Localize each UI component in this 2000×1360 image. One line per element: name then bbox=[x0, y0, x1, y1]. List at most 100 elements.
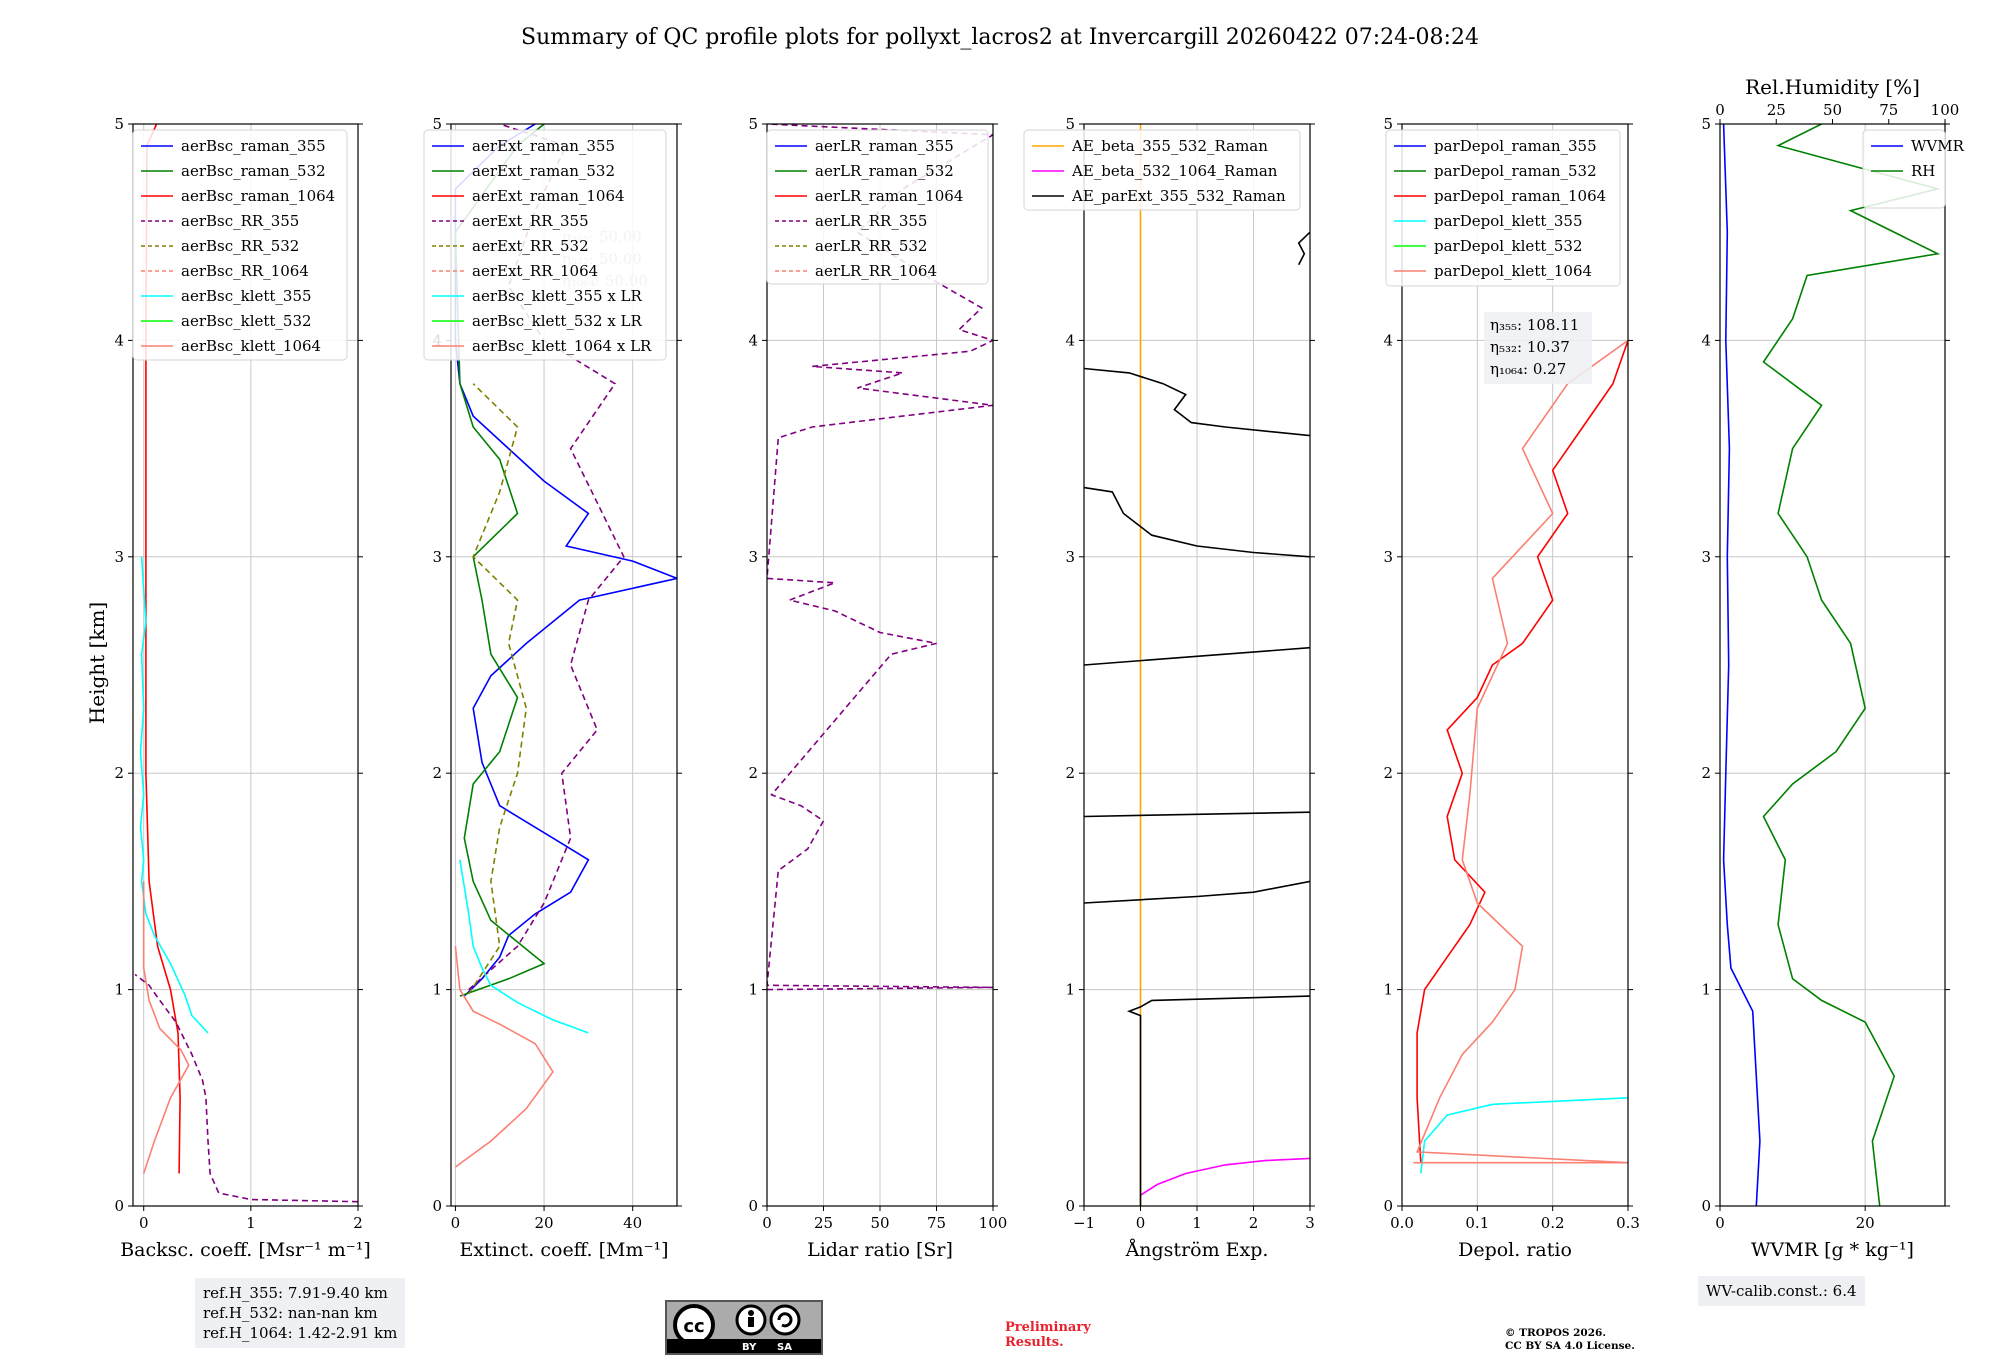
x-tick-label: 100 bbox=[979, 1214, 1008, 1232]
legend-label: RH bbox=[1911, 162, 1935, 180]
legend-label: AE_beta_532_1064_Raman bbox=[1071, 162, 1278, 180]
series-line-aerext-raman-532 bbox=[454, 124, 546, 997]
eta-annotation: η₁₀₆₄: 0.27 bbox=[1490, 360, 1566, 378]
axes-frame bbox=[132, 123, 359, 1207]
legend: aerBsc_raman_355 aerBsc_raman_532 aerBsc_r… bbox=[132, 129, 348, 361]
series-line-aerbsc-klett-1064 bbox=[142, 881, 190, 1174]
legend-box bbox=[132, 129, 348, 361]
y-tick-label: 1 bbox=[1701, 981, 1711, 999]
series-line-ae-parext-segment-4 bbox=[1084, 646, 1310, 666]
x-tick-label: 0 bbox=[451, 1214, 461, 1232]
y-tick-label: 4 bbox=[1065, 331, 1075, 349]
legend-box bbox=[1023, 129, 1301, 211]
legend-label: parDepol_klett_532 bbox=[1434, 237, 1583, 255]
series-line-ae-beta-532-1064-raman bbox=[1140, 1157, 1310, 1196]
series-group bbox=[1413, 339, 1628, 1174]
preliminary-line-1: Preliminary bbox=[1005, 1320, 1091, 1335]
y-tick-label: 0 bbox=[1383, 1197, 1393, 1215]
panel-water_vapor: 0 20 0 1 2 3 4 5 WVMR [g * kg⁻¹] 0 25 50 75 100 Rel.Hu… bbox=[1701, 75, 1964, 1261]
x-tick-label: 0 bbox=[1715, 1214, 1725, 1232]
x-axis-label: Depol. ratio bbox=[1458, 1239, 1572, 1261]
x-tick-label: 50 bbox=[870, 1214, 889, 1232]
y-tick-label: 3 bbox=[1383, 548, 1393, 566]
legend-label: aerLR_RR_532 bbox=[815, 237, 927, 255]
legend-label: aerExt_raman_355 bbox=[472, 137, 615, 155]
series-line-aerlr-rr-355 bbox=[767, 124, 993, 991]
legend-label: parDepol_raman_532 bbox=[1434, 162, 1597, 180]
legend-label: aerExt_RR_532 bbox=[472, 237, 589, 255]
y-axis-label: Height [km] bbox=[85, 602, 109, 724]
x-tick-label: 1 bbox=[246, 1214, 256, 1232]
x-tick-label: 25 bbox=[814, 1214, 833, 1232]
wv-calib-const: WV-calib.const.: 6.4 bbox=[1706, 1282, 1857, 1300]
y-tick-label: 4 bbox=[114, 331, 124, 349]
x-tick-label: 0.0 bbox=[1390, 1214, 1414, 1232]
series-line-ae-parext-355-532-raman bbox=[1126, 995, 1310, 1206]
legend-label: aerLR_RR_1064 bbox=[815, 262, 937, 280]
legend-label: aerBsc_klett_355 bbox=[181, 287, 312, 305]
legend-label: aerBsc_RR_355 bbox=[181, 212, 299, 230]
legend-label: AE_beta_355_532_Raman bbox=[1071, 137, 1268, 155]
svg-text:cc: cc bbox=[683, 1316, 704, 1337]
y-tick-label: 2 bbox=[1701, 764, 1711, 782]
legend-label: aerBsc_klett_1064 bbox=[181, 337, 321, 355]
x2-axis-label: Rel.Humidity [%] bbox=[1745, 75, 1920, 99]
x-axis-label: Extinct. coeff. [Mm⁻¹] bbox=[459, 1239, 668, 1261]
cc-license-badge[interactable]: cc BY SA bbox=[665, 1300, 823, 1355]
x-axis-label: Backsc. coeff. [Msr⁻¹ m⁻¹] bbox=[120, 1239, 371, 1261]
x-tick-label: 20 bbox=[535, 1214, 554, 1232]
panel-backscatter: 0 1 2 0 1 2 3 4 5 Backsc. coeff. [Msr⁻¹ m⁻¹] aerBs… bbox=[114, 115, 370, 1261]
y-tick-label: 5 bbox=[1383, 115, 1393, 133]
ref-h-532: ref.H_532: nan-nan km bbox=[203, 1304, 378, 1322]
series-line-wvmr bbox=[1722, 124, 1761, 1206]
y-tick-label: 2 bbox=[114, 764, 124, 782]
x-tick-label: 0.3 bbox=[1616, 1214, 1640, 1232]
y-tick-label: 3 bbox=[1701, 548, 1711, 566]
series-line-ae-parext-segment-3 bbox=[1084, 811, 1310, 818]
cc-logo-icon: cc bbox=[673, 1304, 801, 1342]
reference-height-note: ref.H_355: 7.91-9.40 km ref.H_532: nan-n… bbox=[195, 1278, 406, 1348]
legend-box bbox=[1385, 129, 1621, 287]
x-tick-label: 0 bbox=[762, 1214, 772, 1232]
copyright-line-1: © TROPOS 2026. bbox=[1505, 1327, 1607, 1339]
series-line-rh bbox=[1762, 124, 1941, 1206]
y-tick-label: 4 bbox=[748, 331, 758, 349]
y-tick-label: 5 bbox=[1065, 115, 1075, 133]
x-axis-label: WVMR [g * kg⁻¹] bbox=[1751, 1239, 1914, 1261]
x-tick-label: 3 bbox=[1305, 1214, 1315, 1232]
legend-label: aerBsc_RR_532 bbox=[181, 237, 299, 255]
annotation-box bbox=[1484, 312, 1592, 384]
y-tick-label: 4 bbox=[1383, 331, 1393, 349]
panel-extinction: 02040012345Extinct. coeff. [Mm⁻¹]η₃₅₅: 5… bbox=[423, 115, 682, 1261]
series-line-pardepol-klett-1064 bbox=[1413, 339, 1628, 1164]
y-tick-label: 2 bbox=[1383, 764, 1393, 782]
legend-label: aerExt_RR_355 bbox=[472, 212, 589, 230]
series-line-ae-parext-segment-6 bbox=[1084, 367, 1310, 437]
series-line-ae-parext-segment-7 bbox=[1297, 231, 1310, 266]
x-tick-label: 20 bbox=[1856, 1214, 1875, 1232]
series-line-aerbsc-klett-1064-x-lr bbox=[454, 946, 554, 1168]
y-tick-label: 0 bbox=[1701, 1197, 1711, 1215]
legend-label: AE_parExt_355_532_Raman bbox=[1071, 187, 1286, 205]
x-tick-label: 75 bbox=[927, 1214, 946, 1232]
series-line-pardepol-raman-1064 bbox=[1416, 340, 1628, 1163]
series-group bbox=[1084, 124, 1310, 1206]
x-tick-label: 0 bbox=[1136, 1214, 1146, 1232]
legend: aerExt_raman_355 aerExt_raman_532 aerExt_r… bbox=[423, 129, 667, 361]
x2-tick-label: 25 bbox=[1767, 101, 1786, 119]
ref-h-1064: ref.H_1064: 1.42-2.91 km bbox=[203, 1324, 398, 1342]
legend-label: parDepol_klett_355 bbox=[1434, 212, 1583, 230]
x2-tick-label: 0 bbox=[1715, 101, 1725, 119]
x-tick-label: 2 bbox=[353, 1214, 363, 1232]
legend-label: aerBsc_raman_355 bbox=[181, 137, 326, 155]
legend-label: aerLR_raman_1064 bbox=[815, 187, 963, 205]
x-tick-label: 40 bbox=[623, 1214, 642, 1232]
legend-label: aerExt_RR_1064 bbox=[472, 262, 598, 280]
y-tick-label: 0 bbox=[432, 1197, 442, 1215]
legend-box bbox=[1862, 129, 1946, 209]
cc-badge-bar: BY SA bbox=[667, 1339, 821, 1353]
wv-calib-note: WV-calib.const.: 6.4 bbox=[1698, 1276, 1865, 1306]
eta-annotation: η₅₃₂: 10.37 bbox=[1490, 338, 1570, 356]
x-axis-label: Lidar ratio [Sr] bbox=[807, 1239, 953, 1261]
copyright-text: © TROPOS 2026. CC BY SA 4.0 License. bbox=[1505, 1327, 1725, 1353]
